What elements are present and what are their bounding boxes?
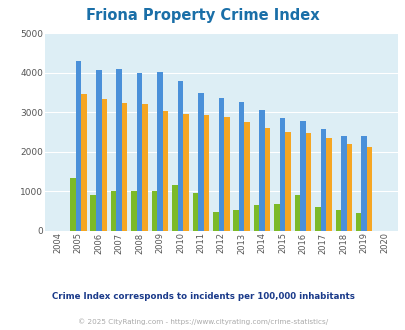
Bar: [239, 102, 244, 231]
Bar: [360, 136, 366, 231]
Bar: [136, 73, 142, 231]
Bar: [90, 195, 96, 231]
Bar: [294, 195, 299, 231]
Bar: [75, 61, 81, 231]
Bar: [305, 133, 311, 231]
Bar: [314, 207, 320, 231]
Bar: [366, 147, 371, 231]
Bar: [224, 116, 229, 231]
Bar: [279, 118, 285, 231]
Bar: [192, 193, 198, 231]
Bar: [355, 213, 360, 231]
Bar: [142, 104, 147, 231]
Bar: [96, 70, 101, 231]
Bar: [172, 185, 177, 231]
Bar: [122, 103, 127, 231]
Bar: [259, 110, 264, 231]
Bar: [264, 128, 270, 231]
Bar: [203, 115, 209, 231]
Bar: [70, 178, 75, 231]
Bar: [320, 129, 325, 231]
Bar: [101, 99, 107, 231]
Bar: [218, 98, 224, 231]
Bar: [151, 191, 157, 231]
Bar: [198, 93, 203, 231]
Bar: [183, 114, 188, 231]
Bar: [177, 81, 183, 231]
Bar: [335, 211, 340, 231]
Bar: [162, 111, 168, 231]
Text: Crime Index corresponds to incidents per 100,000 inhabitants: Crime Index corresponds to incidents per…: [51, 292, 354, 301]
Bar: [233, 210, 239, 231]
Bar: [244, 122, 249, 231]
Bar: [285, 132, 290, 231]
Bar: [274, 204, 279, 231]
Bar: [299, 121, 305, 231]
Text: © 2025 CityRating.com - https://www.cityrating.com/crime-statistics/: © 2025 CityRating.com - https://www.city…: [78, 318, 327, 325]
Bar: [81, 94, 86, 231]
Bar: [116, 69, 121, 231]
Bar: [213, 213, 218, 231]
Bar: [325, 138, 331, 231]
Bar: [346, 144, 351, 231]
Text: Friona Property Crime Index: Friona Property Crime Index: [86, 8, 319, 23]
Bar: [131, 191, 136, 231]
Bar: [157, 72, 162, 231]
Bar: [340, 136, 346, 231]
Bar: [253, 205, 259, 231]
Bar: [111, 191, 116, 231]
